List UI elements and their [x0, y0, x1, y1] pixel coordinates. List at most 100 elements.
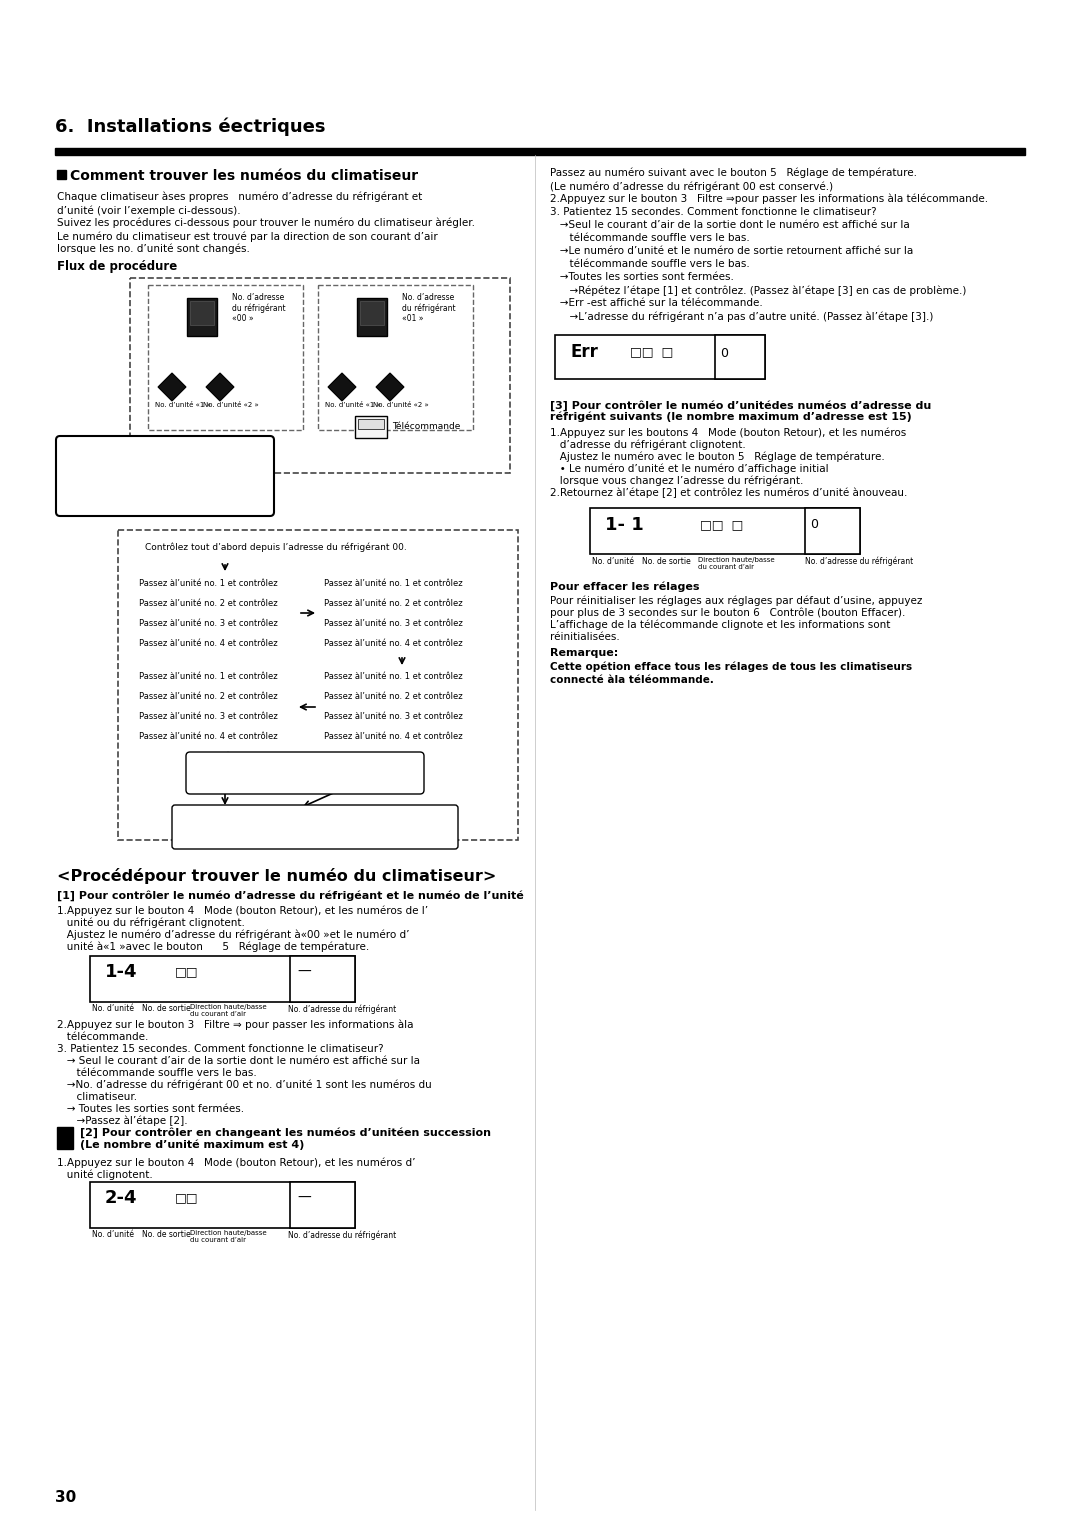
Text: Contrôlez tout d’abord depuis l’adresse du réfrigérant 00.: Contrôlez tout d’abord depuis l’adresse …: [145, 542, 407, 553]
Text: No. d’adresse
du réfrigérant
«00 »: No. d’adresse du réfrigérant «00 »: [232, 293, 285, 324]
Bar: [135, 575, 295, 594]
Text: No. d’unité «2 »: No. d’unité «2 »: [203, 402, 259, 408]
Bar: [55, 148, 1025, 154]
Text: □□  □: □□ □: [700, 518, 743, 532]
Text: Err: Err: [570, 342, 598, 361]
Bar: [135, 727, 295, 749]
Bar: [291, 1183, 355, 1229]
Bar: [355, 416, 387, 439]
Text: No. d’adresse du réfrigérant: No. d’adresse du réfrigérant: [288, 1230, 396, 1239]
Text: Si le message «Err »est affiché, l’adresse du
réfrigérant n’a pas d’autres numér: Si le message «Err »est affiché, l’adres…: [198, 762, 388, 782]
Text: No. d’unité «1 »: No. d’unité «1 »: [156, 402, 211, 408]
Text: réinitialisées.: réinitialisées.: [550, 633, 620, 642]
Text: No. d’unité «1 »: No. d’unité «1 »: [325, 402, 381, 408]
Bar: [190, 301, 214, 325]
Text: pour plus de 3 secondes sur le bouton 6   Contrôle (bouton Effacer).: pour plus de 3 secondes sur le bouton 6 …: [550, 608, 905, 619]
Text: télécommande souffle vers le bas.: télécommande souffle vers le bas.: [550, 232, 750, 243]
Bar: [320, 575, 480, 656]
Text: Passez àl’adresse du réfrigérant suivante.
(No. du réfrigérant «00 »maximum 15): Passez àl’adresse du réfrigérant suivant…: [184, 814, 374, 836]
Bar: [135, 539, 495, 562]
Text: 1- 1: 1- 1: [605, 516, 644, 533]
Text: Passez àl’unité no. 3 et contrôlez: Passez àl’unité no. 3 et contrôlez: [139, 619, 278, 628]
Text: No. d’adresse
du réfrigérant
«01 »: No. d’adresse du réfrigérant «01 »: [402, 293, 456, 324]
Text: Passez àl’unité no. 4 et contrôlez: Passez àl’unité no. 4 et contrôlez: [139, 639, 278, 648]
Text: No. de sortie: No. de sortie: [141, 1004, 191, 1013]
Text: Cette opétion efface tous les rélages de tous les climatiseurs: Cette opétion efface tous les rélages de…: [550, 662, 913, 672]
Bar: [148, 286, 303, 429]
Text: 3. Patientez 15 secondes. Comment fonctionne le climatiseur?: 3. Patientez 15 secondes. Comment foncti…: [57, 1044, 383, 1054]
Text: Passez àl’unité no. 2 et contrôlez: Passez àl’unité no. 2 et contrôlez: [139, 599, 278, 608]
FancyBboxPatch shape: [172, 805, 458, 850]
Text: No. de sortie: No. de sortie: [642, 558, 691, 565]
Bar: [90, 1183, 355, 1229]
Text: Passez àl’unité no. 4 et contrôlez: Passez àl’unité no. 4 et contrôlez: [324, 639, 462, 648]
Text: Passez àl’unité no. 2 et contrôlez: Passez àl’unité no. 2 et contrôlez: [324, 599, 462, 608]
Text: 1.Appuyez sur le bouton 4   Mode (bouton Retour), et les numéros d’: 1.Appuyez sur le bouton 4 Mode (bouton R…: [57, 1157, 416, 1167]
Text: Dans ce cas, le numéro du
climatiseur est «No. d’unité 1 »de
l’adresse du réfrig: Dans ce cas, le numéro du climatiseur es…: [70, 451, 247, 484]
Bar: [291, 957, 355, 1002]
Polygon shape: [158, 373, 186, 400]
FancyBboxPatch shape: [56, 435, 274, 516]
Text: Direction haute/basse
du courant d’air: Direction haute/basse du courant d’air: [698, 558, 774, 570]
Bar: [357, 419, 384, 429]
Text: —: —: [297, 966, 311, 979]
Text: Comment trouver les numéos du climatiseur: Comment trouver les numéos du climatiseu…: [70, 170, 418, 183]
Text: Passez àl’unité no. 3 et contrôlez: Passez àl’unité no. 3 et contrôlez: [324, 619, 462, 628]
Text: Remarque:: Remarque:: [550, 648, 618, 659]
Text: [1] Pour contrôler le numéo d’adresse du réfrigéant et le numéo de l’unité: [1] Pour contrôler le numéo d’adresse du…: [57, 889, 524, 902]
Text: climatiseur.: climatiseur.: [57, 1093, 137, 1102]
Text: →L’adresse du réfrigérant n’a pas d’autre unité. (Passez àl’étape [3].): →L’adresse du réfrigérant n’a pas d’autr…: [550, 312, 933, 321]
Text: 1.Appuyez sur le bouton 4   Mode (bouton Retour), et les numéros de l’: 1.Appuyez sur le bouton 4 Mode (bouton R…: [57, 906, 428, 917]
Text: Passez àl’unité no. 3 et contrôlez: Passez àl’unité no. 3 et contrôlez: [139, 712, 278, 721]
Text: (Le numéro d’adresse du réfrigérant 00 est conservé.): (Le numéro d’adresse du réfrigérant 00 e…: [550, 180, 833, 191]
Text: →Le numéro d’unité et le numéro de sortie retournent affiché sur la: →Le numéro d’unité et le numéro de sorti…: [550, 246, 914, 257]
Bar: [57, 170, 66, 179]
Text: Ajustez le numéro d’adresse du réfrigérant à«00 »et le numéro d’: Ajustez le numéro d’adresse du réfrigéra…: [57, 931, 409, 941]
Text: Direction haute/basse
du courant d’air: Direction haute/basse du courant d’air: [190, 1004, 267, 1018]
Text: unité ou du réfrigérant clignotent.: unité ou du réfrigérant clignotent.: [57, 918, 245, 929]
Text: d’unité (voir l’exemple ci-dessous).: d’unité (voir l’exemple ci-dessous).: [57, 205, 241, 215]
Bar: [715, 335, 765, 379]
FancyBboxPatch shape: [186, 752, 424, 795]
Text: □□  □: □□ □: [630, 345, 673, 358]
Text: [2] Pour contrôler en changeant les numéos d’unitéen succession: [2] Pour contrôler en changeant les numé…: [80, 1128, 491, 1138]
Text: →Répétez l’étape [1] et contrôlez. (Passez àl’étape [3] en cas de problème.): →Répétez l’étape [1] et contrôlez. (Pass…: [550, 286, 967, 295]
Bar: [320, 594, 480, 614]
Text: 3. Patientez 15 secondes. Comment fonctionne le climatiseur?: 3. Patientez 15 secondes. Comment foncti…: [550, 206, 877, 217]
Text: télécommande souffle vers le bas.: télécommande souffle vers le bas.: [57, 1068, 257, 1077]
Text: 6.  Installations éectriques: 6. Installations éectriques: [55, 118, 325, 136]
Text: Passez au numéro suivant avec le bouton 5   Réglage de température.: Passez au numéro suivant avec le bouton …: [550, 168, 917, 179]
Bar: [805, 507, 860, 555]
Text: • Le numéro d’unité et le numéro d’affichage initial: • Le numéro d’unité et le numéro d’affic…: [550, 465, 828, 475]
Bar: [357, 298, 387, 336]
Text: →Toutes les sorties sont fermées.: →Toutes les sorties sont fermées.: [550, 272, 734, 283]
Text: Passez àl’unité no. 1 et contrôlez: Passez àl’unité no. 1 et contrôlez: [324, 672, 462, 680]
Text: unité clignotent.: unité clignotent.: [57, 1169, 152, 1180]
Text: No. d’unité: No. d’unité: [592, 558, 634, 565]
Text: Passez àl’unité no. 3 et contrôlez: Passez àl’unité no. 3 et contrôlez: [324, 712, 462, 721]
Text: No. d’adresse du réfrigérant: No. d’adresse du réfrigérant: [805, 558, 914, 567]
Bar: [130, 278, 510, 474]
Text: No. d’unité: No. d’unité: [92, 1230, 134, 1239]
Polygon shape: [206, 373, 234, 400]
Text: → Toutes les sorties sont fermées.: → Toutes les sorties sont fermées.: [57, 1105, 244, 1114]
Text: No. d’unité «2 »: No. d’unité «2 »: [373, 402, 429, 408]
Polygon shape: [376, 373, 404, 400]
Text: Ajustez le numéro avec le bouton 5   Réglage de température.: Ajustez le numéro avec le bouton 5 Régla…: [550, 452, 885, 463]
Text: 30: 30: [55, 1490, 77, 1505]
Polygon shape: [328, 373, 356, 400]
Text: unité à«1 »avec le bouton      5   Réglage de température.: unité à«1 »avec le bouton 5 Réglage de t…: [57, 941, 369, 952]
Text: télécommande souffle vers le bas.: télécommande souffle vers le bas.: [550, 260, 750, 269]
Text: Passez àl’unité no. 1 et contrôlez: Passez àl’unité no. 1 et contrôlez: [139, 672, 278, 680]
Text: No. de sortie: No. de sortie: [141, 1230, 191, 1239]
Text: →Seul le courant d’air de la sortie dont le numéro est affiché sur la: →Seul le courant d’air de la sortie dont…: [550, 220, 909, 231]
Text: réfrigént suivants (le nombre maximum d’adresse est 15): réfrigént suivants (le nombre maximum d’…: [550, 413, 912, 423]
Text: Passez àl’unité no. 1 et contrôlez: Passez àl’unité no. 1 et contrôlez: [139, 579, 278, 588]
Bar: [320, 707, 480, 727]
Text: <Procédépour trouver le numéo du climatiseur>: <Procédépour trouver le numéo du climati…: [57, 868, 497, 885]
Text: Passez àl’unité no. 1 et contrôlez: Passez àl’unité no. 1 et contrôlez: [324, 579, 462, 588]
Text: No. d’unité: No. d’unité: [92, 1004, 134, 1013]
Text: Passez àl’unité no. 2 et contrôlez: Passez àl’unité no. 2 et contrôlez: [139, 692, 278, 701]
Text: d’adresse du réfrigérant clignotent.: d’adresse du réfrigérant clignotent.: [550, 440, 746, 451]
Text: □□: □□: [175, 966, 199, 978]
